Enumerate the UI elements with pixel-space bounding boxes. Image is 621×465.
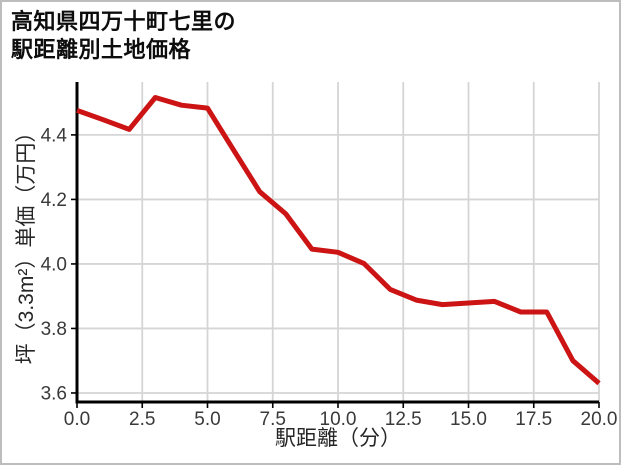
x-tick-label: 15.0 <box>450 409 487 430</box>
x-axis-label: 駅距離（分） <box>275 427 401 450</box>
x-tick-label: 17.5 <box>515 409 552 430</box>
chart-title: 高知県四万十町七里の 駅距離別土地価格 <box>11 8 236 64</box>
y-tick-label: 4.4 <box>41 125 68 146</box>
x-tick-label: 0.0 <box>64 409 90 430</box>
chart-title-line1: 高知県四万十町七里の <box>11 9 237 34</box>
spines <box>75 82 599 404</box>
ticks <box>71 134 600 408</box>
x-tick-label: 5.0 <box>194 409 220 430</box>
tick-labels: 0.0 2.5 5.0 7.5 10.0 12.5 15.0 17.5 20.0 3.6 3.8 4.… <box>41 125 618 430</box>
gridlines <box>77 82 600 402</box>
chart-title-line2: 駅距離別土地価格 <box>11 37 192 62</box>
y-tick-label: 4.2 <box>41 190 67 211</box>
x-tick-label: 2.5 <box>129 409 155 430</box>
price-line <box>76 95 601 386</box>
x-tick-label: 12.5 <box>385 409 422 430</box>
x-tick-label: 10.0 <box>320 409 357 430</box>
y-tick-label: 3.8 <box>41 319 67 340</box>
y-tick-label: 3.6 <box>41 383 67 404</box>
x-tick-label: 20.0 <box>581 409 618 430</box>
x-tick-label: 7.5 <box>260 409 286 430</box>
y-tick-label: 4.0 <box>41 254 67 275</box>
